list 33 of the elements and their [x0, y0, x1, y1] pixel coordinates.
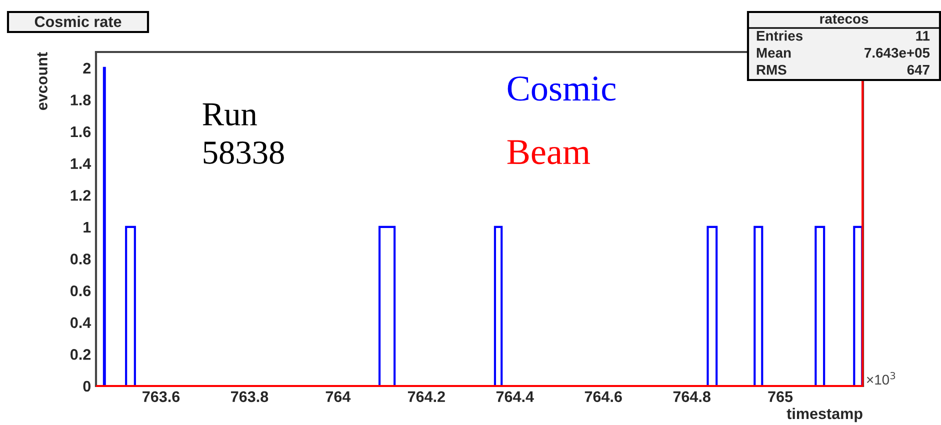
annotation: Run 58338: [202, 103, 284, 164]
y-tick-label: 0.4: [70, 317, 92, 328]
x-tick-label: 764.8: [673, 391, 710, 402]
y-tick-label: 0: [83, 380, 91, 392]
x-tick-label: 765: [768, 391, 793, 402]
y-tick-label: 0.2: [70, 349, 91, 360]
y-tick-label: 0.6: [70, 285, 91, 296]
text: 11: [916, 31, 930, 41]
y-tick-label: 1.4: [70, 158, 92, 169]
y-tick-label: 2: [83, 62, 91, 74]
x-tick-label: 763.6: [142, 391, 180, 402]
x-tick-label: 763.8: [231, 391, 268, 402]
text: 647: [907, 64, 930, 75]
x-tick-label: 764: [326, 391, 351, 402]
annotation: Mean: [756, 48, 791, 58]
y-tick-label: 1.6: [70, 126, 91, 138]
annotation: RMS: [756, 64, 786, 75]
y-axis-title: evcount: [37, 52, 48, 110]
x-tick-label: 764.4: [496, 391, 534, 402]
chart-title: Cosmic rate: [34, 16, 122, 28]
text: Beam: [507, 140, 590, 164]
x-tick-label: 764.6: [584, 391, 622, 402]
text: 7.643e+05: [864, 48, 930, 58]
text: ratecos: [820, 14, 868, 24]
y-tick-label: 1.2: [70, 190, 91, 201]
y-tick-label: 0.8: [70, 254, 91, 264]
y-tick-label: 1.8: [70, 94, 91, 106]
text: ×10$^{3}$: [866, 372, 896, 385]
text: Entries: [756, 30, 803, 41]
text: Cosmic: [508, 76, 616, 101]
y-tick-label: 1: [84, 222, 91, 232]
x-tick-label: 764.2: [408, 391, 445, 402]
x-axis-title: timestamp: [786, 408, 862, 422]
